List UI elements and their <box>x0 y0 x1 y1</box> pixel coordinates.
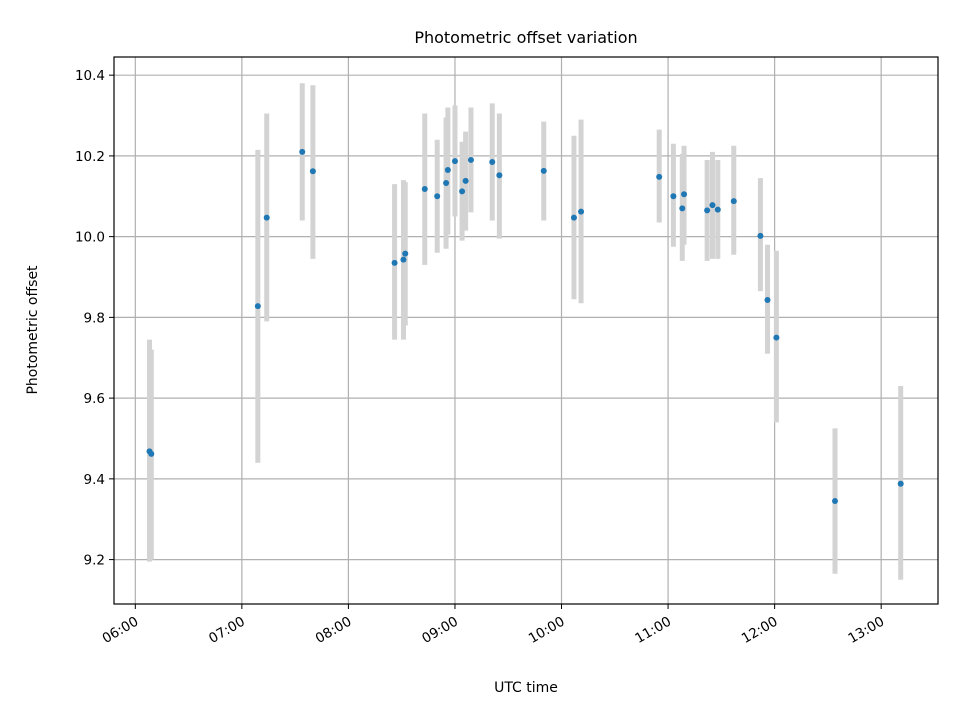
y-tick-label: 10.0 <box>75 230 105 246</box>
y-tick-label: 9.8 <box>84 310 105 326</box>
y-tick-label: 9.2 <box>84 553 105 569</box>
data-point <box>443 179 450 186</box>
data-point <box>263 214 270 221</box>
y-tick-label: 9.6 <box>84 391 105 407</box>
data-point <box>462 177 469 184</box>
data-point <box>757 232 764 239</box>
data-point <box>656 173 663 180</box>
data-point <box>254 303 261 310</box>
grid <box>114 57 938 604</box>
data-point <box>444 167 451 174</box>
data-point <box>309 168 316 175</box>
y-axis-label: Photometric offset <box>25 265 41 395</box>
data-point <box>764 297 771 304</box>
data-point <box>714 206 721 213</box>
data-point <box>400 256 407 263</box>
chart-title: Photometric offset variation <box>414 28 637 47</box>
data-point <box>679 205 686 212</box>
data-point <box>434 193 441 200</box>
y-tick-label: 10.2 <box>75 149 105 165</box>
data-point <box>459 188 466 195</box>
x-axis-label: UTC time <box>494 680 558 696</box>
data-point <box>773 334 780 341</box>
plot-frame <box>113 56 939 605</box>
data-points <box>146 148 904 505</box>
data-point <box>681 191 688 198</box>
data-point <box>402 250 409 257</box>
y-tick-label: 9.4 <box>84 472 105 488</box>
data-point <box>489 158 496 165</box>
data-point <box>540 167 547 174</box>
data-point <box>299 148 306 155</box>
data-point <box>496 172 503 179</box>
data-point <box>467 156 474 163</box>
data-point <box>730 198 737 205</box>
data-point <box>709 202 716 209</box>
data-point <box>391 259 398 266</box>
data-point <box>897 480 904 487</box>
data-point <box>148 450 155 457</box>
y-tick-label: 10.4 <box>75 68 105 84</box>
data-point <box>570 214 577 221</box>
data-point <box>421 186 428 193</box>
data-point <box>451 158 458 165</box>
data-point <box>832 498 838 505</box>
data-point <box>578 208 585 215</box>
data-point <box>670 193 677 200</box>
data-point <box>704 207 711 214</box>
